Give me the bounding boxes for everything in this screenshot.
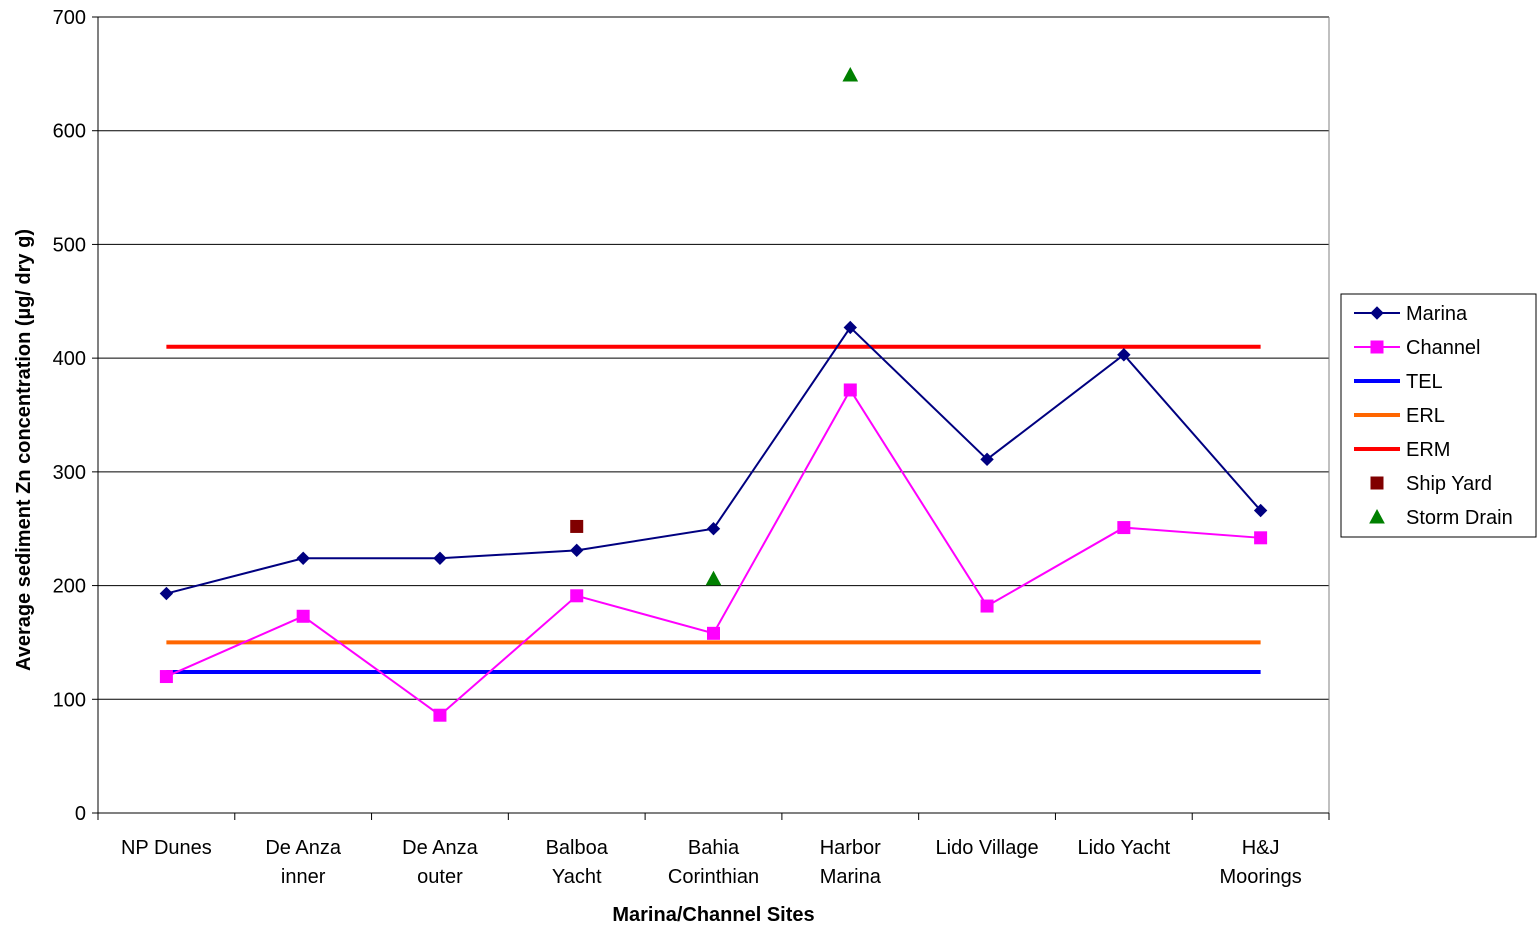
y-tick-label-3: 300 — [53, 462, 86, 484]
point-channel-4 — [707, 626, 720, 640]
x-tick-label-1-0: De Anza — [265, 837, 341, 859]
legend-label-erl: ERL — [1406, 405, 1445, 427]
point-storm-drain-5 — [842, 66, 859, 82]
x-tick-label-3-1: Yacht — [552, 866, 602, 888]
point-marina-1 — [296, 551, 310, 565]
y-tick-label-2: 200 — [53, 576, 86, 598]
x-tick-label-0-0: NP Dunes — [121, 837, 212, 859]
point-marina-7 — [1117, 348, 1131, 362]
plot-area — [98, 17, 1329, 813]
x-tick-label-5-0: Harbor — [820, 837, 881, 859]
point-marina-6 — [980, 452, 994, 467]
x-tick-label-2-0: De Anza — [402, 837, 478, 859]
y-tick-label-6: 600 — [53, 121, 86, 143]
point-marina-5 — [843, 320, 857, 335]
x-tick-label-2-1: outer — [417, 866, 463, 888]
point-storm-drain-4 — [705, 570, 722, 586]
point-marina-3 — [570, 543, 584, 558]
legend-label-erm: ERM — [1406, 439, 1450, 461]
point-marina-0 — [159, 586, 174, 601]
y-tick-label-4: 400 — [53, 348, 86, 370]
x-tick-label-8-1: Moorings — [1219, 866, 1301, 888]
legend-marker-storm-drain — [1369, 508, 1385, 524]
legend-label-marina: Marina — [1406, 303, 1468, 325]
point-marina-2 — [433, 551, 447, 565]
x-tick-label-6-0: Lido Village — [936, 837, 1039, 859]
x-tick-label-4-1: Corinthian — [668, 866, 759, 888]
point-channel-5 — [843, 383, 857, 397]
point-channel-8 — [1254, 531, 1268, 545]
point-channel-3 — [570, 589, 584, 603]
y-tick-label-7: 700 — [53, 7, 86, 29]
y-tick-label-1: 100 — [53, 689, 86, 711]
legend-label-channel: Channel — [1406, 337, 1481, 359]
x-tick-label-8-0: H&J — [1242, 837, 1280, 859]
x-tick-label-1-1: inner — [281, 866, 326, 888]
x-tick-label-3-0: Balboa — [546, 837, 609, 859]
x-axis-title: Marina/Channel Sites — [612, 904, 814, 926]
y-axis-title: Average sediment Zn concentration (µg/ d… — [13, 229, 35, 671]
legend-marker-ship-yard — [1370, 476, 1384, 490]
legend-marker-channel — [1370, 340, 1384, 354]
point-channel-1 — [296, 609, 310, 623]
legend-marker-marina — [1370, 306, 1384, 320]
point-channel-7 — [1117, 521, 1131, 535]
legend-label-tel: TEL — [1406, 371, 1443, 393]
x-tick-label-7-0: Lido Yacht — [1077, 837, 1170, 859]
x-tick-label-5-1: Marina — [820, 866, 882, 888]
point-ship-yard-3 — [570, 519, 584, 533]
point-channel-2 — [433, 708, 447, 722]
legend-label-storm-drain: Storm Drain — [1406, 507, 1513, 529]
point-marina-8 — [1253, 503, 1268, 518]
y-tick-label-0: 0 — [75, 803, 86, 825]
x-tick-label-4-0: Bahia — [688, 837, 740, 859]
point-marina-4 — [706, 522, 721, 536]
y-tick-label-5: 500 — [53, 234, 86, 256]
point-channel-0 — [159, 670, 173, 684]
point-channel-6 — [980, 599, 994, 613]
legend-label-ship-yard: Ship Yard — [1406, 473, 1492, 495]
